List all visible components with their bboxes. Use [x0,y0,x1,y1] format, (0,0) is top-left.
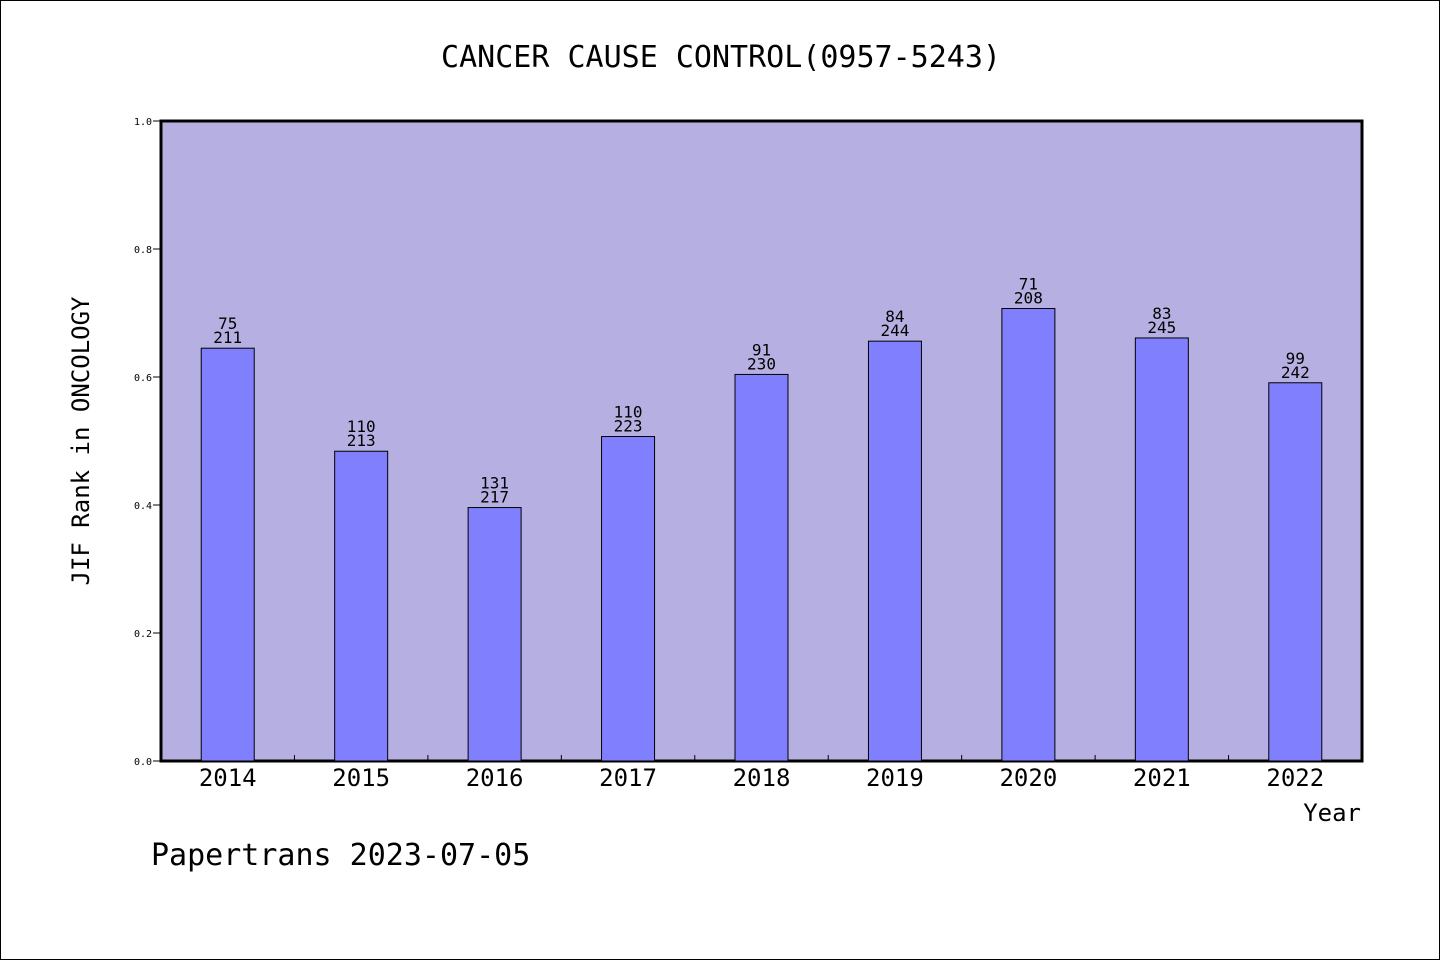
y-tick-label-0.4: 0.4 [134,501,152,512]
x-tick-label-2021: 2021 [1133,764,1191,792]
bar-2021 [1134,337,1189,762]
y-axis-label: JIF Rank in ONCOLOGY [67,296,95,586]
data-label-bottom-2014: 211 [213,328,242,347]
data-label-bottom-2015: 213 [347,431,376,450]
data-label-bottom-2016: 217 [480,488,509,507]
data-label-top-2021: 83 [1152,304,1171,323]
x-tick-label-2015: 2015 [332,764,390,792]
data-labels-group: 2117521311021713122311023091244842087124… [213,275,1309,507]
data-label-top-2020: 71 [1019,275,1038,294]
data-label-bottom-2022: 242 [1281,363,1310,382]
y-tick-label-0.8: 0.8 [134,245,152,256]
data-label-top-2022: 99 [1286,349,1305,368]
bars-group [200,308,1323,762]
y-tick-label-1.0: 1.0 [134,117,152,128]
bar-2018 [734,373,789,762]
bar-2019 [867,340,922,762]
y-tick-label-0.0: 0.0 [134,757,152,768]
footer-text: Papertrans 2023-07-05 [151,838,530,873]
x-tick-label-2017: 2017 [599,764,657,792]
data-label-top-2017: 110 [614,403,643,422]
bar-2016 [467,507,522,762]
x-tick-label-2018: 2018 [733,764,791,792]
x-tick-label-2014: 2014 [199,764,257,792]
x-tick-label-2020: 2020 [999,764,1057,792]
x-tick-label-2022: 2022 [1266,764,1324,792]
y-tick-label-0.2: 0.2 [134,629,152,640]
data-label-top-2016: 131 [480,474,509,493]
bar-2020 [1001,308,1056,762]
data-label-bottom-2020: 208 [1014,289,1043,308]
data-label-bottom-2019: 244 [880,321,909,340]
data-label-top-2014: 75 [218,314,237,333]
data-label-top-2015: 110 [347,417,376,436]
x-axis-label: Year [1303,799,1361,827]
y-tick-label-0.6: 0.6 [134,373,152,384]
data-label-bottom-2017: 223 [614,417,643,436]
x-tick-label-2016: 2016 [466,764,524,792]
chart-title: CANCER CAUSE CONTROL(0957-5243) [441,40,1001,75]
bar-2017 [601,436,656,762]
data-label-top-2019: 84 [885,307,904,326]
bar-2015 [334,450,389,762]
data-label-top-2018: 91 [752,340,771,359]
data-label-bottom-2021: 245 [1147,318,1176,337]
x-axis: 2014 2015 2016 2017 2018 2019 2020 2021 2022 [199,755,1324,792]
data-label-bottom-2018: 230 [747,354,776,373]
bar-2014 [200,347,255,762]
x-tick-label-2019: 2019 [866,764,924,792]
bar-2022 [1268,382,1323,762]
y-axis: 0.0 0.2 0.4 0.6 0.8 1.0 [134,117,161,768]
